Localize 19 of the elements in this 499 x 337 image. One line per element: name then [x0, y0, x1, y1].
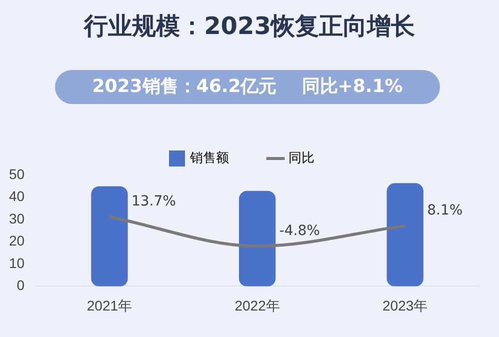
- x-tick-label: 2021年: [86, 297, 132, 314]
- y-tick-label: 20: [8, 232, 25, 249]
- data-label: -4.8%: [279, 222, 320, 239]
- data-label: 13.7%: [131, 193, 176, 210]
- bar: [238, 190, 276, 286]
- bar: [91, 186, 128, 286]
- bar: [386, 183, 424, 286]
- chart-subtitle: 2023销售：46.2亿元 同比+8.1%: [55, 70, 440, 104]
- y-tick-label: 40: [8, 188, 25, 204]
- y-tick-label: 30: [8, 210, 25, 226]
- x-tick-label: 2022年: [234, 297, 280, 314]
- y-tick-label: 10: [8, 254, 25, 271]
- x-tick-label: 2023年: [382, 297, 428, 314]
- legend-label: 同比: [288, 150, 314, 166]
- legend-label: 销售额: [189, 150, 229, 166]
- y-tick-label: 50: [8, 166, 25, 182]
- y-tick-label: 0: [16, 277, 25, 294]
- data-label: 8.1%: [427, 202, 463, 218]
- chart-title: 行业规模：2023恢复正向增长: [82, 11, 416, 42]
